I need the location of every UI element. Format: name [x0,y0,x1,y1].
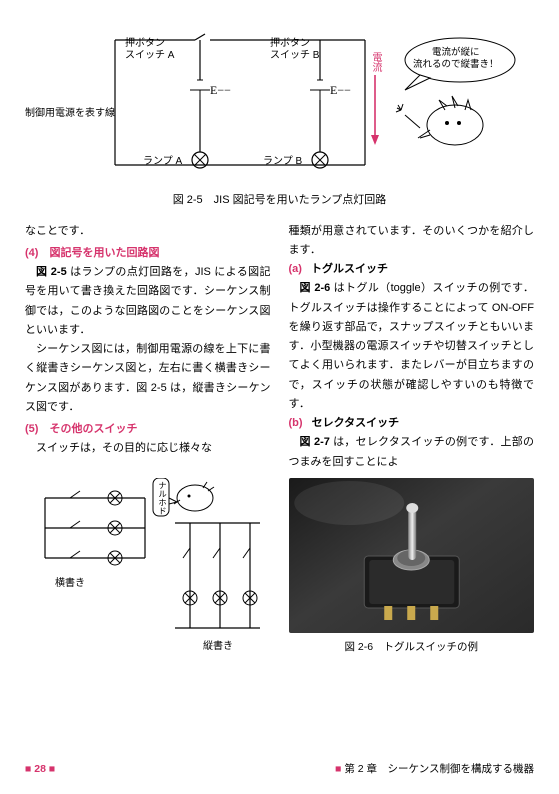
para-types-intro: 種類が用意されています．そのいくつかを紹介します． [289,222,535,261]
sub-a-title: トグルスイッチ [311,263,388,275]
para-fig25: 図 2-5 はランプの点灯回路を，JIS による図記号を用いて書き換えた回路図で… [25,263,271,340]
sub-a-heading: (a) トグルスイッチ [289,260,535,279]
speech-balloon-text: 電流が縦に 流れるので縦書き！ [413,47,499,71]
symbol-a: E−− [210,80,231,100]
heading-5: (5) その他のスイッチ [25,420,271,439]
lamp-b-label: ランプ B [263,153,302,170]
square-right-icon: ■ [49,763,55,775]
bold-fig25: 図 2-5 [36,266,67,278]
sub-b-title: セレクタスイッチ [312,417,400,429]
sub-b-num: (b) [289,417,303,429]
current-label: 電流 [367,52,384,72]
sub-b-heading: (b) セレクタスイッチ [289,414,535,433]
para-switch-intro: スイッチは，その目的に応じ様々な [25,439,271,458]
para-toggle: 図 2-6 はトグル（toggle）スイッチの例です．トグルスイッチは操作するこ… [289,279,535,414]
para-nakoto: なことです． [25,222,271,241]
figure-2-5-caption: 図 2-5 JIS 図記号を用いたランプ点灯回路 [25,191,534,210]
hv-sequence-diagram: ナルホド 横書き 縦書き [25,478,271,623]
page-footer: ■ 28 ■ ■ 第 2 章 シーケンス制御を構成する機器 [25,761,534,779]
heading-4: (4) 図記号を用いた回路図 [25,244,271,263]
toggle-switch-photo [289,478,535,633]
hv-svg [25,478,265,658]
vertical-label: 縦書き [203,638,233,655]
toggle-photo-block: 図 2-6 トグルスイッチの例 [289,478,535,657]
page-number-block: ■ 28 ■ [25,761,55,779]
page-number: 28 [34,763,46,775]
chapter-title-block: ■ 第 2 章 シーケンス制御を構成する機器 [335,761,534,779]
figure-2-6-caption: 図 2-6 トグルスイッチの例 [289,639,535,657]
naruhodo-bubble: ナルホド [155,481,169,515]
lamp-a-label: ランプ A [143,153,182,170]
square-left-icon: ■ [25,763,31,775]
square-chapter-icon: ■ [335,763,341,775]
lower-row: ナルホド 横書き 縦書き [25,478,534,657]
sub-a-num: (a) [289,263,302,275]
column-right: 種類が用意されています．そのいくつかを紹介します． (a) トグルスイッチ 図 … [289,222,535,472]
column-left: なことです． (4) 図記号を用いた回路図 図 2-5 はランプの点灯回路を，J… [25,222,271,472]
switch-b-label: 押ボタン スイッチ B [270,38,319,62]
symbol-b: E−− [330,80,351,100]
top-circuit-diagram: 押ボタン スイッチ A 押ボタン スイッチ B E−− E−− 制御用電源を表す… [25,20,534,185]
chapter-title: 第 2 章 シーケンス制御を構成する機器 [344,763,534,775]
horizontal-label: 横書き [55,575,85,592]
bold-fig27: 図 2-7 [300,436,330,448]
para-seq-types: シーケンス図には，制御用電源の線を上下に書く縦書きシーケンス図と，左右に書く横書… [25,340,271,417]
power-line-note: 制御用電源を表す線 [25,105,115,122]
switch-a-label: 押ボタン スイッチ A [125,38,174,62]
bold-fig26: 図 2-6 [300,282,331,294]
para-selector: 図 2-7 は，セレクタスイッチの例です．上部のつまみを回すことによ [289,433,535,472]
body-columns: なことです． (4) 図記号を用いた回路図 図 2-5 はランプの点灯回路を，J… [25,222,534,472]
